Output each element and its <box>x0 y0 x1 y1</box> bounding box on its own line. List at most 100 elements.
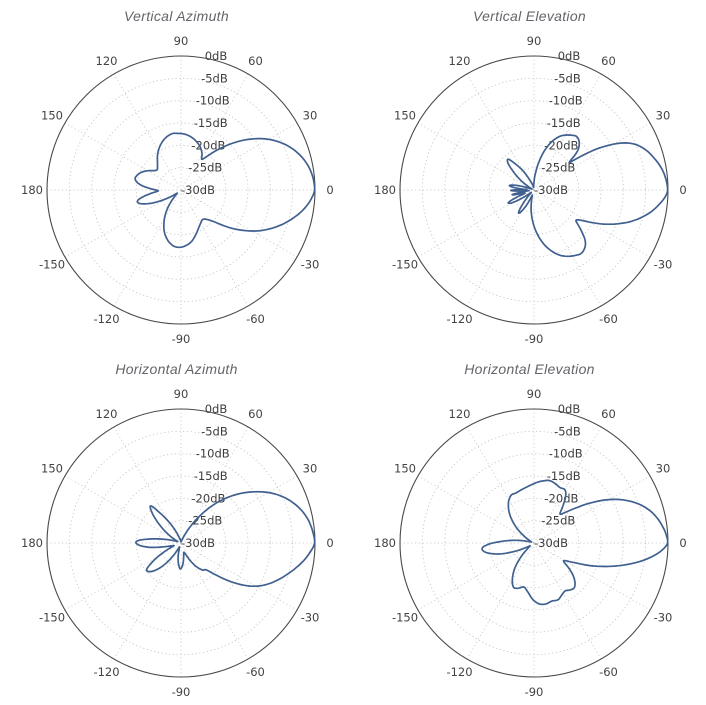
db-tick-label: 0dB <box>205 402 228 416</box>
angle-tick-label: 180 <box>374 536 396 550</box>
radiation-pattern-curve <box>481 479 669 606</box>
angle-gridline <box>417 122 535 191</box>
angle-tick-label: 150 <box>41 109 63 123</box>
angle-tick-label: -90 <box>172 685 191 699</box>
angle-tick-labels: 0 30 60 90 120 150 180 -150 -120 -90 -60 -30 <box>21 34 334 346</box>
db-tick-labels: 0dB -5dB -10dB -15dB -20dB -25dB -30dB <box>534 402 583 550</box>
db-gridline <box>68 77 294 303</box>
angle-tick-label: 90 <box>174 34 189 48</box>
db-gridline <box>466 122 602 258</box>
angle-tick-label: 90 <box>174 387 189 401</box>
db-gridline <box>91 100 271 280</box>
angle-tick-label: -60 <box>246 312 265 326</box>
db-gridline <box>421 77 647 303</box>
angle-gridline <box>417 475 535 544</box>
db-gridline <box>421 430 647 656</box>
angle-tick-label: 0 <box>679 536 686 550</box>
db-gridline <box>511 167 557 213</box>
panel-horizontal-azimuth: 0 30 60 90 120 150 180 -150 -120 -90 -60 -30 0dB -5dB… <box>0 353 353 705</box>
db-tick-label: -15dB <box>194 469 228 483</box>
db-tick-label: 0dB <box>558 49 581 63</box>
angle-gridline <box>466 426 535 544</box>
angle-tick-label: 90 <box>527 387 542 401</box>
panel-horizontal-elevation: 0 30 60 90 120 150 180 -150 -120 -90 -60 -30 0dB -5dB… <box>353 353 706 705</box>
polar-grid <box>400 56 668 324</box>
db-tick-label: -15dB <box>547 469 581 483</box>
angle-tick-label: 30 <box>656 109 671 123</box>
polar-plot: 0 30 60 90 120 150 180 -150 -120 -90 -60 -30 0dB -5dB… <box>374 387 687 699</box>
angle-tick-label: -120 <box>93 312 119 326</box>
db-gridline <box>511 520 557 566</box>
angle-gridline <box>180 122 298 191</box>
radiation-pattern-curve <box>135 490 316 588</box>
panel-vertical-elevation: 0 30 60 90 120 150 180 -150 -120 -90 -60 -30 0dB -5dB… <box>353 0 706 353</box>
angle-tick-label: 120 <box>96 407 118 421</box>
db-tick-label: -5dB <box>554 424 581 438</box>
db-gridline <box>113 122 249 258</box>
db-gridline <box>91 453 271 633</box>
angle-tick-label: 60 <box>601 407 616 421</box>
db-tick-label: -25dB <box>541 161 575 175</box>
db-gridline <box>488 144 580 236</box>
angle-tick-label: 30 <box>656 462 671 476</box>
db-gridline <box>135 144 227 236</box>
polar-grid <box>47 409 315 677</box>
angle-tick-label: 120 <box>96 54 118 68</box>
db-tick-labels: 0dB -5dB -10dB -15dB -20dB -25dB -30dB <box>534 49 583 197</box>
angle-tick-label: -30 <box>301 258 320 272</box>
angle-tick-labels: 0 30 60 90 120 150 180 -150 -120 -90 -60 -30 <box>374 34 687 346</box>
angle-tick-label: -120 <box>446 665 472 679</box>
angle-gridline <box>466 542 535 660</box>
angle-tick-label: 0 <box>679 183 686 197</box>
angle-gridline <box>113 542 182 660</box>
angle-tick-labels: 0 30 60 90 120 150 180 -150 -120 -90 -60 -30 <box>374 387 687 699</box>
db-gridline <box>444 453 624 633</box>
angle-gridline <box>113 73 182 191</box>
angle-tick-label: -150 <box>392 258 418 272</box>
polar-plot: 0 30 60 90 120 150 180 -150 -120 -90 -60 -30 0dB -5dB… <box>21 34 334 346</box>
db-gridline <box>158 167 204 213</box>
db-tick-label: -5dB <box>201 424 228 438</box>
db-tick-label: -30dB <box>181 536 215 550</box>
db-gridline <box>466 475 602 611</box>
radiation-pattern-curve <box>506 134 669 258</box>
db-tick-label: -15dB <box>194 116 228 130</box>
angle-tick-label: -90 <box>525 685 544 699</box>
polar-grid <box>47 56 315 324</box>
db-tick-label: -25dB <box>188 514 222 528</box>
angle-tick-label: 90 <box>527 34 542 48</box>
angle-tick-label: -60 <box>599 312 618 326</box>
angle-tick-label: -150 <box>39 258 65 272</box>
panel-vertical-azimuth: 0 30 60 90 120 150 180 -150 -120 -90 -60 -30 0dB -5dB… <box>0 0 353 353</box>
angle-gridline <box>64 122 182 191</box>
polar-grid <box>400 409 668 677</box>
angle-tick-label: -30 <box>654 258 673 272</box>
angle-gridline <box>533 189 602 307</box>
polar-plot: 0 30 60 90 120 150 180 -150 -120 -90 -60 -30 0dB -5dB… <box>21 387 334 699</box>
angle-tick-label: 180 <box>21 183 43 197</box>
db-tick-label: 0dB <box>205 49 228 63</box>
db-tick-label: -25dB <box>541 514 575 528</box>
angle-tick-label: 180 <box>21 536 43 550</box>
radiation-pattern-curve <box>134 132 316 249</box>
angle-tick-label: 0 <box>326 536 333 550</box>
db-tick-labels: 0dB -5dB -10dB -15dB -20dB -25dB -30dB <box>181 402 230 550</box>
db-gridline <box>158 520 204 566</box>
db-gridline <box>488 497 580 589</box>
db-tick-labels: 0dB -5dB -10dB -15dB -20dB -25dB -30dB <box>181 49 230 197</box>
db-tick-label: -5dB <box>201 71 228 85</box>
db-tick-label: -5dB <box>554 71 581 85</box>
angle-tick-label: 150 <box>394 109 416 123</box>
plot-title: Horizontal Elevation <box>464 361 595 377</box>
angle-tick-label: -60 <box>599 665 618 679</box>
angle-tick-label: 150 <box>394 462 416 476</box>
db-tick-label: -15dB <box>547 116 581 130</box>
angle-gridline <box>180 475 298 544</box>
angle-tick-label: 120 <box>449 407 471 421</box>
db-tick-label: -20dB <box>544 491 578 505</box>
angle-tick-label: -30 <box>654 611 673 625</box>
db-tick-label: -10dB <box>549 447 583 461</box>
db-gridline <box>135 497 227 589</box>
angle-gridline <box>64 475 182 544</box>
